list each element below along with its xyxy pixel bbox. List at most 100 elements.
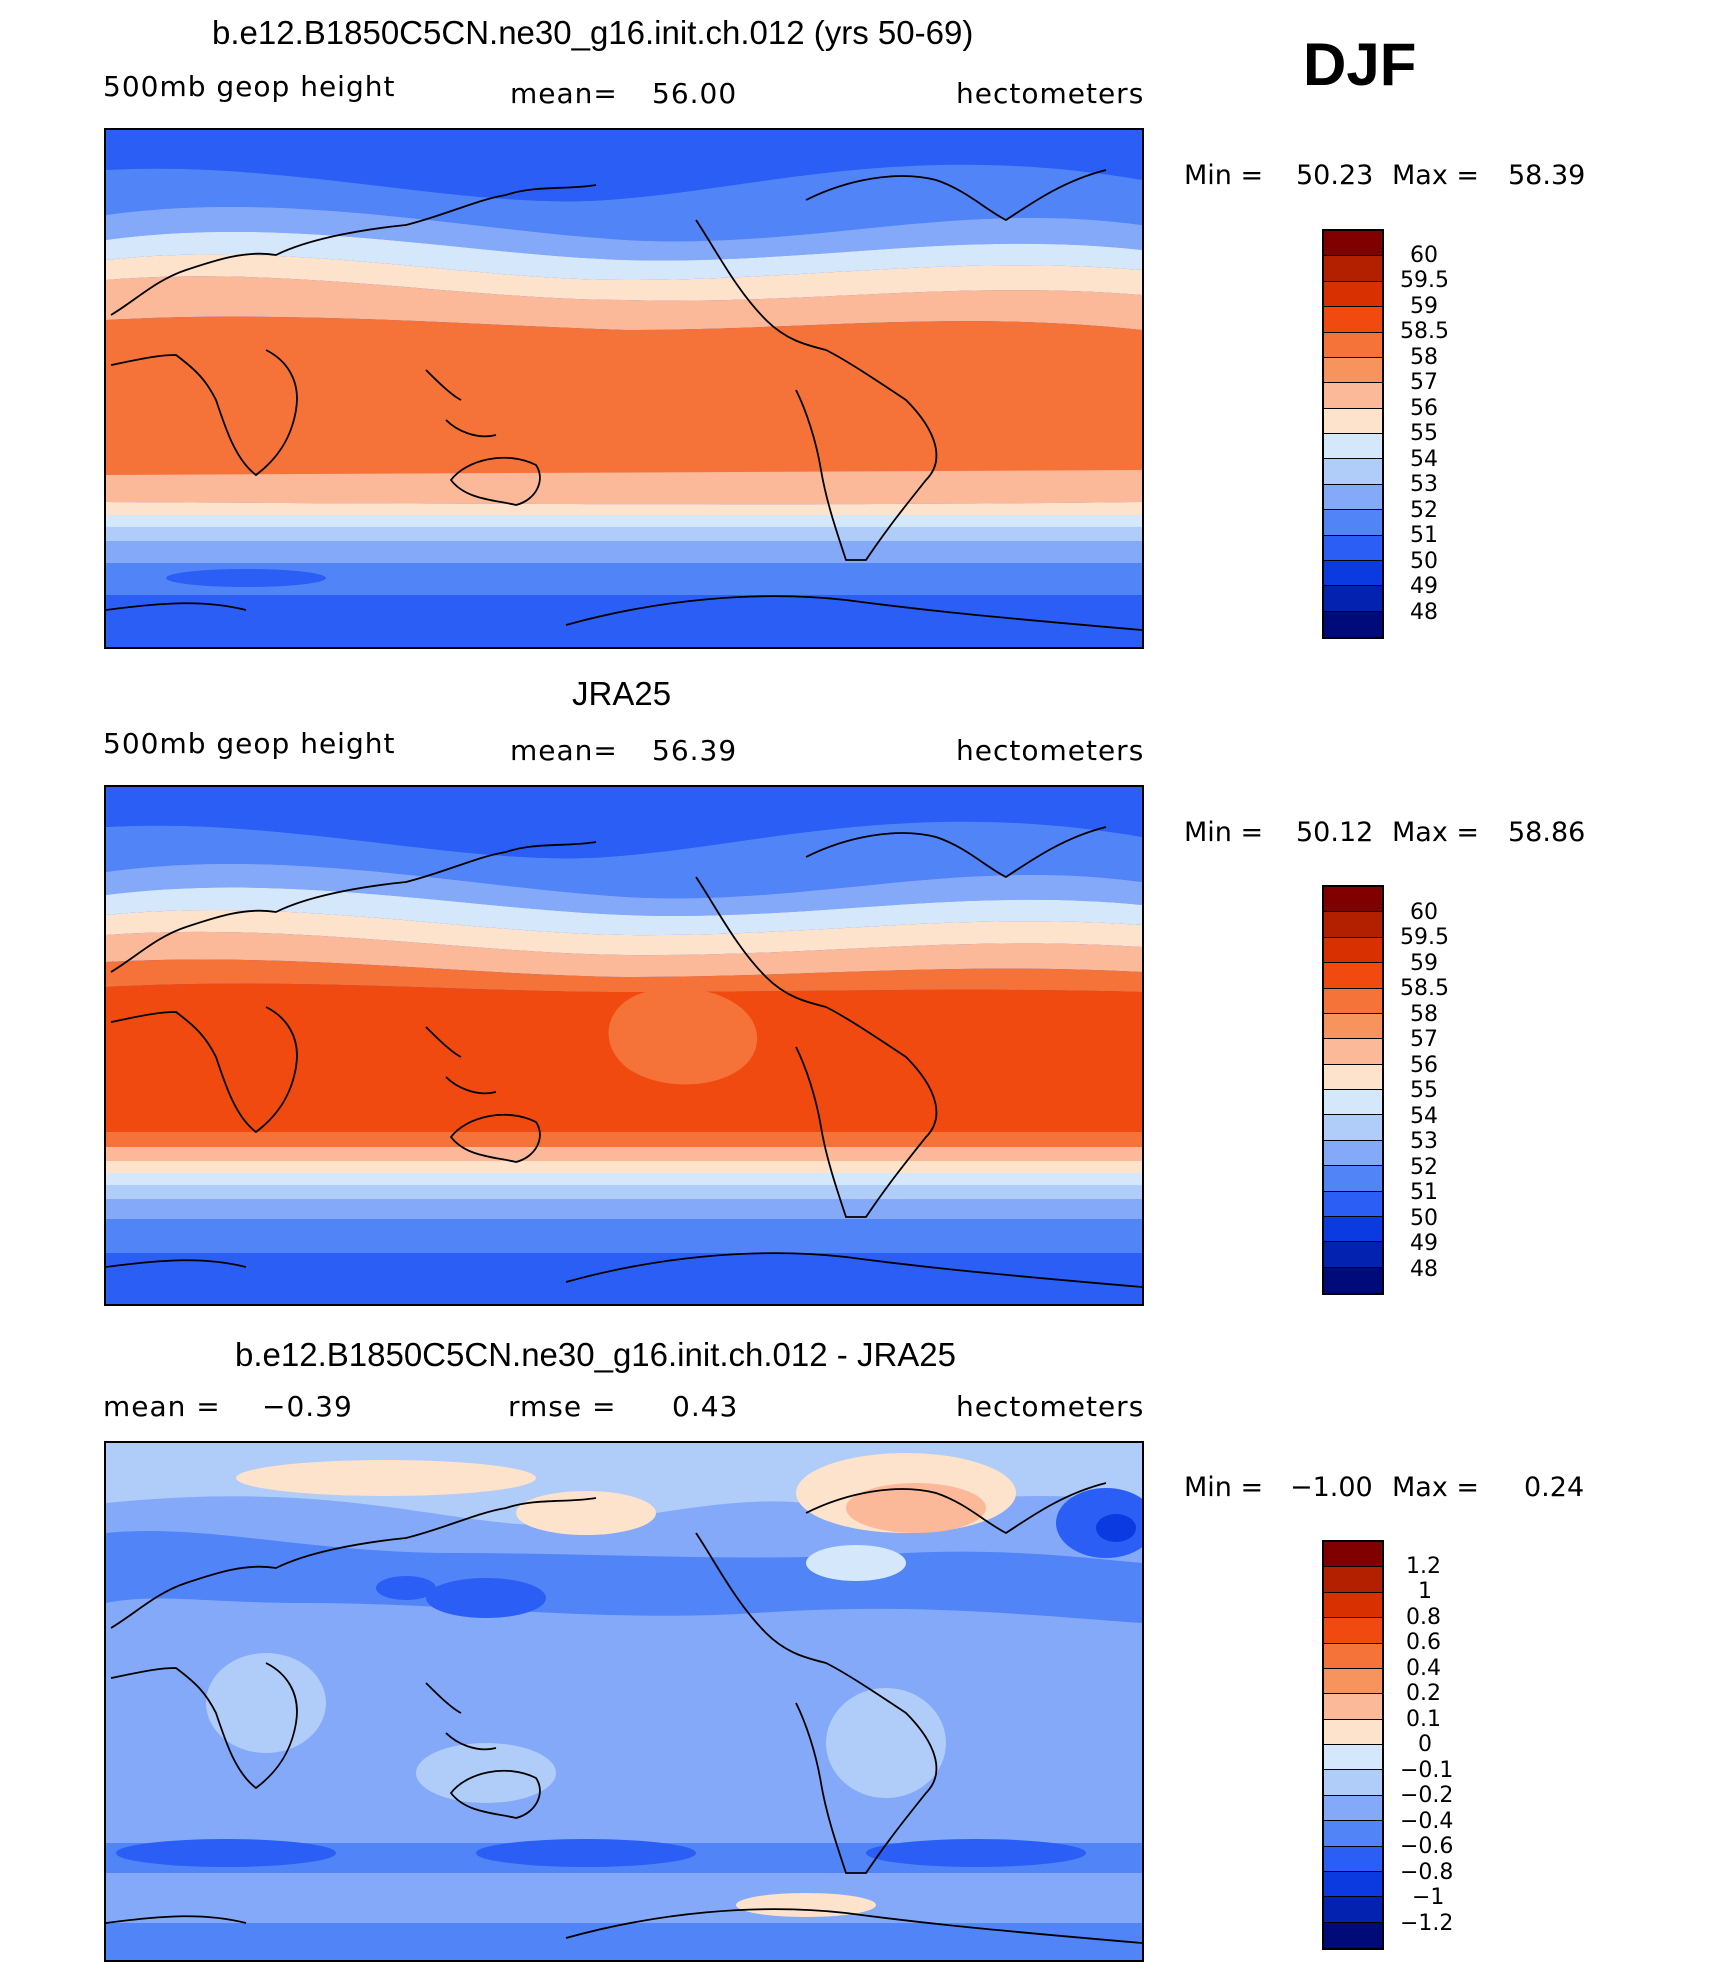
panel1-title: b.e12.B1850C5CN.ne30_g16.init.ch.012 (yr… xyxy=(212,14,974,51)
panel1-colorbar-label: 48 xyxy=(1410,600,1438,625)
panel1-map xyxy=(104,128,1144,649)
colorbar-swatch xyxy=(1324,357,1382,384)
panel3-rmse-label: rmse = xyxy=(508,1390,617,1423)
colorbar-swatch xyxy=(1324,1871,1382,1898)
panel3-colorbar-label: 0 xyxy=(1418,1732,1432,1757)
colorbar-swatch xyxy=(1324,510,1382,536)
colorbar-swatch xyxy=(1324,1542,1382,1568)
colorbar-swatch xyxy=(1324,1643,1382,1669)
colorbar-swatch xyxy=(1324,1216,1382,1243)
panel1-colorbar-label: 59 xyxy=(1410,294,1438,319)
colorbar-swatch xyxy=(1324,434,1382,460)
panel3-colorbar-label: 0.8 xyxy=(1406,1605,1441,1630)
panel1-mean-label: mean= xyxy=(510,77,618,110)
panel1-contour-field xyxy=(106,130,1142,647)
colorbar-swatch xyxy=(1324,1064,1382,1090)
panel2-colorbar-label: 56 xyxy=(1410,1053,1438,1078)
panel2-colorbar-label: 59 xyxy=(1410,951,1438,976)
panel2-colorbar-label: 55 xyxy=(1410,1078,1438,1103)
colorbar-swatch xyxy=(1324,1090,1382,1116)
colorbar-swatch xyxy=(1324,560,1382,587)
panel3-min-label: Min = xyxy=(1184,1472,1264,1503)
panel2-colorbar-label: 48 xyxy=(1410,1257,1438,1282)
colorbar-swatch xyxy=(1324,1745,1382,1771)
panel2-colorbar-label: 59.5 xyxy=(1400,925,1449,950)
panel1-colorbar-label: 49 xyxy=(1410,574,1438,599)
panel3-mean-label: mean = xyxy=(103,1390,221,1423)
panel3-colorbar-label: −0.2 xyxy=(1400,1783,1454,1808)
panel2-colorbar-label: 58.5 xyxy=(1400,976,1449,1001)
panel3-map xyxy=(104,1441,1144,1962)
panel1-min-label: Min = xyxy=(1184,160,1264,191)
colorbar-swatch xyxy=(1324,1770,1382,1796)
panel1-colorbar-label: 57 xyxy=(1410,370,1438,395)
colorbar-swatch xyxy=(1324,611,1382,637)
panel2-colorbar-label: 58 xyxy=(1410,1002,1438,1027)
colorbar-swatch xyxy=(1324,1039,1382,1065)
panel3-colorbar-label: 1 xyxy=(1418,1579,1432,1604)
panel3-rmse-value: 0.43 xyxy=(672,1390,739,1423)
panel1-colorbar-label: 56 xyxy=(1410,396,1438,421)
colorbar-swatch xyxy=(1324,1242,1382,1268)
panel3-contour-field xyxy=(106,1443,1142,1960)
panel2-colorbar-label: 54 xyxy=(1410,1104,1438,1129)
panel2-colorbar-label: 53 xyxy=(1410,1129,1438,1154)
colorbar-swatch xyxy=(1324,1191,1382,1217)
colorbar-swatch xyxy=(1324,383,1382,409)
colorbar-swatch xyxy=(1324,1618,1382,1644)
panel2-min-value: 50.12 xyxy=(1296,817,1374,848)
panel2-max-label: Max = xyxy=(1392,817,1480,848)
panel1-min-value: 50.23 xyxy=(1296,160,1374,191)
colorbar-swatch xyxy=(1324,307,1382,333)
colorbar-swatch xyxy=(1324,1013,1382,1040)
colorbar-swatch xyxy=(1324,256,1382,282)
panel3-colorbar-label: 0.2 xyxy=(1406,1681,1441,1706)
panel1-colorbar-label: 50 xyxy=(1410,549,1438,574)
colorbar-swatch xyxy=(1324,1846,1382,1872)
panel2-mean-value: 56.39 xyxy=(652,734,738,767)
panel3-colorbar-label: −0.8 xyxy=(1400,1860,1454,1885)
colorbar-swatch xyxy=(1324,1668,1382,1695)
season-label: DJF xyxy=(1303,31,1417,98)
panel3-mean-value: −0.39 xyxy=(262,1390,353,1423)
panel1-colorbar xyxy=(1322,229,1384,639)
panel3-colorbar-label: −0.1 xyxy=(1400,1758,1454,1783)
colorbar-swatch xyxy=(1324,1140,1382,1167)
colorbar-swatch xyxy=(1324,1694,1382,1720)
colorbar-swatch xyxy=(1324,586,1382,612)
panel3-min-value: −1.00 xyxy=(1290,1472,1373,1503)
panel2-colorbar-label: 57 xyxy=(1410,1027,1438,1052)
panel2-mean-label: mean= xyxy=(510,734,618,767)
colorbar-swatch xyxy=(1324,912,1382,938)
colorbar-swatch xyxy=(1324,332,1382,358)
colorbar-swatch xyxy=(1324,988,1382,1014)
panel2-contour-field xyxy=(106,787,1142,1304)
colorbar-swatch xyxy=(1324,887,1382,913)
colorbar-swatch xyxy=(1324,1567,1382,1593)
colorbar-swatch xyxy=(1324,1821,1382,1847)
colorbar-swatch xyxy=(1324,1115,1382,1141)
colorbar-swatch xyxy=(1324,535,1382,561)
panel1-variable: 500mb geop height xyxy=(103,70,396,103)
panel2-colorbar-label: 52 xyxy=(1410,1155,1438,1180)
colorbar-swatch xyxy=(1324,1719,1382,1745)
colorbar-swatch xyxy=(1324,1592,1382,1619)
colorbar-swatch xyxy=(1324,281,1382,308)
panel3-colorbar-label: −1 xyxy=(1412,1885,1445,1910)
panel3-max-value: 0.24 xyxy=(1524,1472,1585,1503)
panel3-title: b.e12.B1850C5CN.ne30_g16.init.ch.012 - J… xyxy=(235,1336,956,1373)
panel2-map xyxy=(104,785,1144,1306)
panel1-colorbar-label: 59.5 xyxy=(1400,268,1449,293)
colorbar-swatch xyxy=(1324,484,1382,511)
panel3-colorbar xyxy=(1322,1540,1384,1950)
panel3-colorbar-label: 0.4 xyxy=(1406,1656,1441,1681)
panel2-colorbar-label: 51 xyxy=(1410,1180,1438,1205)
colorbar-swatch xyxy=(1324,1795,1382,1822)
colorbar-swatch xyxy=(1324,1267,1382,1293)
panel1-colorbar-label: 53 xyxy=(1410,472,1438,497)
panel1-units: hectometers xyxy=(956,77,1145,110)
panel2-colorbar xyxy=(1322,885,1384,1295)
colorbar-swatch xyxy=(1324,459,1382,485)
colorbar-swatch xyxy=(1324,1166,1382,1192)
panel1-colorbar-label: 55 xyxy=(1410,421,1438,446)
